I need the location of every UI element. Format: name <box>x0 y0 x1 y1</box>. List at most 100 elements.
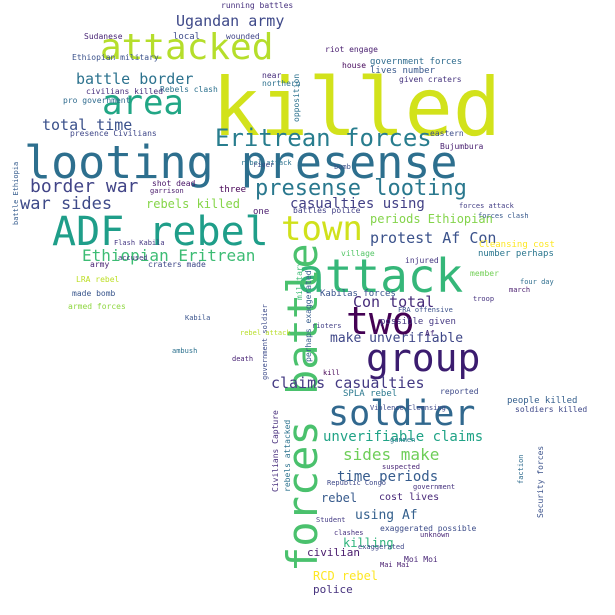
word-killed: killed <box>212 61 501 154</box>
word-clashes: clashes <box>334 529 364 537</box>
word-af: Af <box>425 329 435 338</box>
word-con-total: Con total <box>353 293 435 311</box>
word-made-bomb: made bomb <box>72 289 116 298</box>
word-exaggerated-possible: exaggerated possible <box>380 524 477 533</box>
word-rebels-killed: rebels killed <box>146 197 240 211</box>
word-given-craters: given craters <box>399 75 462 84</box>
word-war-sides: war sides <box>20 194 113 214</box>
word-running-battles: running battles <box>221 1 294 10</box>
word-cost-lives: cost lives <box>379 492 440 503</box>
word-people-killed: people killed <box>507 396 578 406</box>
word-civilians-killed: civilians killed <box>86 87 164 96</box>
word-pro-government: pro government <box>63 96 131 105</box>
word-craters-made: craters made <box>148 260 206 269</box>
word-group: group <box>366 336 481 380</box>
word-rebels-clash: Rebels clash <box>160 85 218 94</box>
word-make-unverifiable: make unverifiable <box>330 331 464 346</box>
word-sudanese: Sudanese <box>84 32 123 41</box>
word-rebel: rebel <box>321 491 358 505</box>
word-kabilas-forces: Kabilas forces <box>320 289 396 299</box>
word-killing: killing <box>343 536 394 550</box>
word-periods-ethiopian: periods Ethiopian <box>370 212 493 226</box>
word-unverifiable-claims: unverifiable claims <box>323 429 484 445</box>
word-civilian: civilian <box>307 546 360 559</box>
word-shot-dead: shot dead <box>152 179 196 188</box>
word-eritrean-forces: Eritrean forces <box>215 124 432 152</box>
word-three: three <box>219 185 247 195</box>
word-armed-forces: armed forces <box>68 302 126 311</box>
word-reported: reported <box>440 387 479 396</box>
word-looting-presense: looting presense <box>24 136 458 189</box>
word-security-forces: Security forces <box>536 445 545 518</box>
word-bujumbura: Bujumbura <box>440 142 484 151</box>
word-rebels-attacked: rebels attacked <box>283 419 292 492</box>
word-possible-given: possible given <box>380 317 456 327</box>
word-fra-offensive: FRA offensive <box>398 306 453 314</box>
word-house: house <box>342 61 367 70</box>
word-riot-engage: riot engage <box>325 45 378 54</box>
word-government-forces: government forces <box>370 57 463 67</box>
word-unknown: unknown <box>420 531 450 539</box>
word-police: police <box>313 583 353 596</box>
word-adf-rebel: ADF rebel <box>52 209 269 255</box>
word-battles-police: battles police <box>293 206 361 215</box>
word-death: death <box>232 355 254 363</box>
word-number-perhaps: number perhaps <box>478 249 554 259</box>
word-northern: northern <box>262 79 301 88</box>
word-wounded: wounded <box>226 32 260 41</box>
word-casualties-using: casualties using <box>290 196 425 212</box>
word-local: local <box>173 32 201 42</box>
word-troop: troop <box>473 295 495 303</box>
word-using-af: using Af <box>355 508 418 523</box>
word-forces-attack: forces attack <box>459 202 514 210</box>
word-lives-number: lives number <box>370 66 436 76</box>
word-republic-congo: Republic Congo <box>327 479 387 487</box>
word-claims-casualties: claims casualties <box>271 374 425 392</box>
word-rebel-attack-yellow: rebel attack <box>240 329 291 337</box>
word-river: river <box>253 161 275 169</box>
word-soldiers-killed: soldiers killed <box>515 405 588 414</box>
word-presence-civilians: presence Civilians <box>70 129 157 138</box>
word-faction: faction <box>517 454 525 484</box>
word-march: march <box>509 286 531 294</box>
word-flash-kabila: Flash Kabila <box>114 239 165 247</box>
word-military: military <box>295 261 304 300</box>
word-rebel-attack-small: rebel attack <box>241 159 292 167</box>
word-bomb: bomb <box>334 163 351 171</box>
word-moi-moi: Moi Moi <box>404 555 438 564</box>
word-garrison: garrison <box>150 187 184 195</box>
word-ambush: ambush <box>172 347 198 355</box>
word-perhaps-exaggerated: perhaps exaggerated <box>304 270 313 362</box>
word-member: member <box>470 269 499 278</box>
word-kill: kill <box>323 369 340 377</box>
word-violence-cleansing: Violence Cleansing <box>370 404 446 412</box>
word-rcd-rebel: RCD rebel <box>313 569 379 583</box>
word-rioters: rioters <box>312 322 342 330</box>
word-soldier: soldier <box>328 394 476 434</box>
word-gunmen: gunmen <box>390 436 416 444</box>
word-battle-border: battle border <box>76 70 194 88</box>
word-exaggerated: exaggerated <box>358 543 405 551</box>
word-time-periods: time periods <box>337 469 439 485</box>
word-government: government <box>413 483 456 491</box>
word-ethiopian-military: Ethiopian military <box>72 53 159 62</box>
word-government-soldier: government soldier <box>261 304 269 380</box>
word-attacked: attacked <box>100 27 274 68</box>
word-army: army <box>90 260 110 269</box>
word-ugandan-army: Ugandan army <box>176 12 285 30</box>
word-mai-mai: Mai Mai <box>380 561 410 569</box>
word-spla-rebel: SPLA rebel <box>343 389 398 399</box>
word-opposition: opposition <box>292 73 301 122</box>
word-presense-looting: presense looting <box>255 176 467 201</box>
word-kabila: Kabila <box>185 314 211 322</box>
word-protest-af-con: protest Af Con <box>370 229 497 247</box>
word-cleansing-cost: Cleansing cost <box>479 240 555 250</box>
word-border-war: border war <box>30 176 139 197</box>
word-eastern: eastern <box>430 129 464 138</box>
word-village: village <box>341 249 375 258</box>
word-civilians-capture: Civilians Capture <box>271 410 280 492</box>
word-lra-rebel: LRA rebel <box>76 275 120 284</box>
word-sides-make: sides make <box>343 445 440 464</box>
word-near: near <box>262 71 282 80</box>
